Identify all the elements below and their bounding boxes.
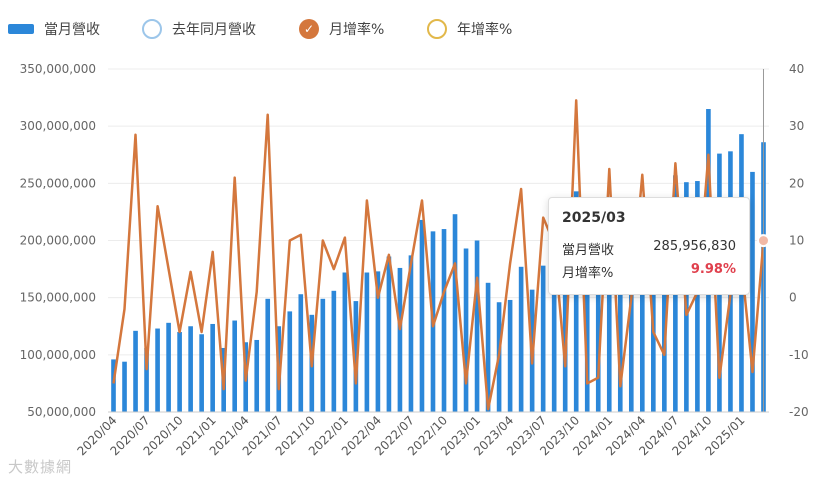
y-left-tick-label: 50,000,000 <box>27 405 96 419</box>
revenue-bar <box>595 291 601 412</box>
revenue-bar <box>320 298 326 412</box>
revenue-bar <box>419 219 425 412</box>
revenue-bar <box>111 359 116 412</box>
revenue-bar <box>463 248 469 412</box>
revenue-bar <box>518 266 524 412</box>
legend-item-last-year-revenue[interactable]: 去年同月營收 <box>142 16 256 42</box>
y-left-tick-label: 300,000,000 <box>20 119 96 133</box>
revenue-bar <box>287 311 293 412</box>
y-left-tick-label: 200,000,000 <box>20 234 96 248</box>
y-right-tick-label: 0 <box>789 291 797 305</box>
revenue-bar <box>254 339 260 412</box>
revenue-bar <box>210 323 215 412</box>
watermark-logo: 大數據網 <box>8 456 72 477</box>
revenue-bar <box>684 182 689 412</box>
legend-label: 去年同月營收 <box>172 22 256 38</box>
y-right-tick-label: -20 <box>789 405 809 419</box>
tooltip-row-mom: 月增率% 9.98% <box>562 262 736 281</box>
y-right-tick-label: -10 <box>789 348 809 362</box>
revenue-bar <box>617 288 623 412</box>
legend-label: 當月營收 <box>44 22 100 38</box>
revenue-bar <box>584 286 590 412</box>
revenue-bar <box>551 286 557 412</box>
y-right-tick-label: 20 <box>789 176 804 190</box>
legend-item-revenue[interactable]: 當月營收 <box>8 16 100 42</box>
tooltip-value: 285,956,830 <box>653 239 736 254</box>
y-right-tick-label: 40 <box>789 62 804 76</box>
revenue-bar <box>199 334 204 412</box>
revenue-bar <box>639 288 645 412</box>
revenue-bar <box>507 299 513 412</box>
check-circle-icon: ✓ <box>299 19 319 39</box>
revenue-bar <box>298 294 304 412</box>
legend-item-mom[interactable]: ✓ 月增率% <box>299 16 384 42</box>
revenue-bar <box>188 326 193 412</box>
y-right-tick-label: 10 <box>789 234 804 248</box>
y-left-tick-label: 250,000,000 <box>20 176 96 190</box>
revenue-bar <box>474 240 480 412</box>
revenue-bar <box>232 320 238 412</box>
circle-outline-icon <box>427 19 447 39</box>
revenue-bar <box>177 331 182 412</box>
revenue-bar <box>133 330 138 412</box>
revenue-bar <box>386 256 392 412</box>
y-left-tick-label: 150,000,000 <box>20 291 96 305</box>
revenue-bar <box>573 191 579 412</box>
tooltip-title: 2025/03 <box>562 210 626 226</box>
y-left-tick-label: 100,000,000 <box>20 348 96 362</box>
revenue-bar <box>331 290 337 412</box>
revenue-bar <box>628 289 634 412</box>
revenue-bar <box>375 271 381 412</box>
revenue-bar <box>408 255 414 412</box>
tooltip-label: 當月營收 <box>562 243 615 258</box>
revenue-bar <box>397 267 403 412</box>
revenue-bar <box>342 272 348 412</box>
tooltip-row-revenue: 當月營收 285,956,830 <box>562 239 736 258</box>
legend-label: 年增率% <box>457 22 513 38</box>
revenue-bar <box>540 265 546 412</box>
revenue-bar <box>353 301 359 412</box>
revenue-bar <box>606 286 612 412</box>
chart-legend: 當月營收 去年同月營收 ✓ 月增率% 年增率% <box>0 16 831 42</box>
bar-swatch-icon <box>8 24 34 34</box>
revenue-bar <box>122 361 127 412</box>
y-right-tick-label: 30 <box>789 119 804 133</box>
chart-tooltip: 2025/03 當月營收 285,956,830 月增率% 9.98% <box>548 197 750 295</box>
revenue-bar <box>265 298 271 412</box>
mom-line <box>112 99 765 411</box>
legend-item-yoy[interactable]: 年增率% <box>427 16 512 42</box>
revenue-bar <box>441 229 447 412</box>
revenue-bar <box>750 171 755 412</box>
revenue-bar <box>695 181 700 412</box>
tooltip-value: 9.98% <box>690 262 736 277</box>
y-left-tick-label: 350,000,000 <box>20 62 96 76</box>
tooltip-label: 月增率% <box>562 266 614 281</box>
revenue-bar <box>651 289 656 412</box>
mom-point-highlight <box>756 234 770 248</box>
watermark-text: 大數據網 <box>8 458 73 476</box>
revenue-bar <box>364 272 370 412</box>
revenue-bar <box>485 282 491 412</box>
revenue-bar <box>166 322 171 412</box>
circle-outline-icon <box>142 19 162 39</box>
legend-label: 月增率% <box>329 22 385 38</box>
revenue-bar <box>155 328 160 412</box>
revenue-bar <box>144 347 149 412</box>
revenue-bar <box>452 214 458 412</box>
